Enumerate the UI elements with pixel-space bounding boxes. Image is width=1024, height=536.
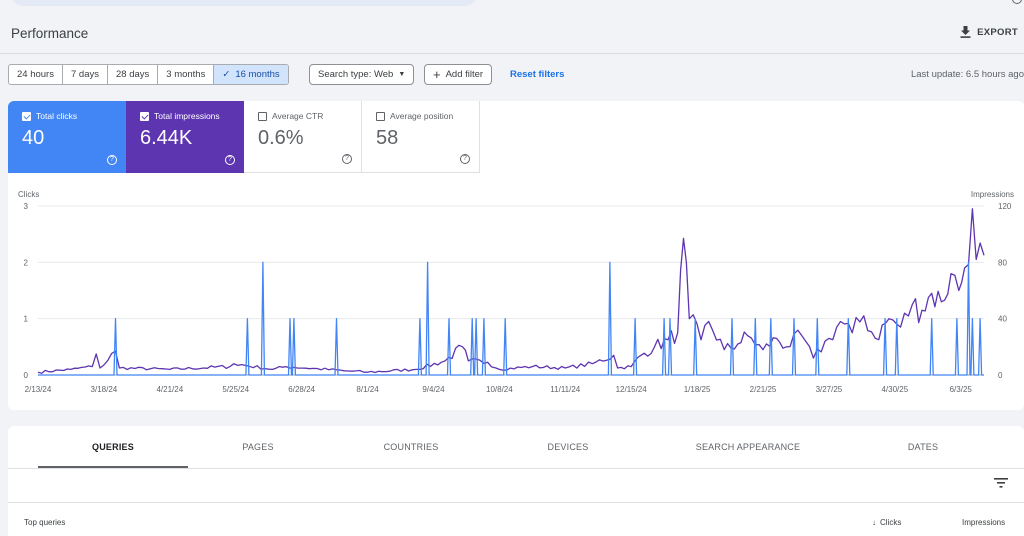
page-title: Performance (11, 26, 89, 41)
y-tick-right: 120 (998, 202, 1012, 211)
plus-icon: + (433, 67, 441, 82)
y-axis-label-left: Clicks (18, 190, 39, 199)
y-tick-right: 0 (998, 371, 1003, 380)
x-tick-label: 1/18/25 (684, 385, 711, 394)
metric-card-position[interactable]: Average position 58 ? (362, 101, 480, 173)
clicks-series-line (38, 261, 984, 376)
x-tick-label: 6/28/24 (288, 385, 315, 394)
search-type-label: Search type: Web (318, 69, 394, 80)
x-tick-label: 5/25/24 (222, 385, 249, 394)
metric-card-ctr[interactable]: Average CTR 0.6% ? (244, 101, 362, 173)
tab-countries[interactable]: COUNTRIES (383, 442, 439, 452)
export-label: EXPORT (977, 26, 1018, 38)
column-header-impressions[interactable]: Impressions (962, 518, 1006, 527)
download-icon (960, 26, 971, 38)
help-icon[interactable]: ? (342, 154, 352, 164)
metric-card-impressions[interactable]: Total impressions 6.44K ? (126, 101, 244, 173)
x-tick-label: 2/13/24 (25, 385, 52, 394)
metric-card-clicks[interactable]: Total clicks 40 ? (8, 101, 126, 173)
tab-queries[interactable]: QUERIES (38, 426, 188, 468)
help-icon[interactable]: ? (460, 154, 470, 164)
tab-dates[interactable]: DATES (907, 442, 939, 452)
sort-down-arrow-icon: ↓ (872, 518, 876, 527)
add-filter-label: Add filter (445, 69, 484, 80)
performance-panel: Total clicks 40 ? Total impressions 6.44… (8, 101, 1024, 410)
filter-rows-icon[interactable] (994, 478, 1008, 488)
last-update-text: Last update: 6.5 hours ago (910, 69, 1024, 80)
tabs-divider (8, 468, 1024, 469)
x-tick-label: 3/27/25 (816, 385, 843, 394)
metric-label: Average CTR (272, 111, 324, 121)
x-tick-label: 10/8/24 (486, 385, 513, 394)
checkbox-icon[interactable] (376, 111, 385, 121)
x-tick-label: 2/21/25 (750, 385, 777, 394)
checkbox-icon[interactable] (258, 111, 267, 121)
tab-search-appearance[interactable]: SEARCH APPEARANCE (695, 442, 801, 452)
column-header-clicks[interactable]: ↓ Clicks (872, 518, 901, 527)
range-28-days[interactable]: 28 days (108, 65, 159, 84)
x-tick-label: 4/30/25 (881, 385, 908, 394)
search-type-dropdown[interactable]: Search type: Web ▼ (309, 64, 415, 85)
x-tick-label: 4/21/24 (156, 385, 183, 394)
impressions-series-line (37, 208, 985, 374)
x-tick-label: 8/1/24 (356, 385, 379, 394)
range-16-months-label: 16 months (235, 69, 280, 80)
clicks-header-label: Clicks (880, 518, 902, 527)
range-7-days[interactable]: 7 days (63, 65, 108, 84)
y-tick-left: 0 (24, 371, 29, 380)
y-axis-label-right: Impressions (971, 190, 1014, 199)
table-divider (8, 502, 1024, 503)
y-tick-left: 2 (24, 258, 29, 267)
filter-bar: 24 hours 7 days 28 days 3 months ✓ 16 mon… (8, 64, 1024, 86)
metric-value: 0.6% (258, 127, 304, 149)
x-tick-label: 6/3/25 (950, 385, 973, 394)
tab-pages[interactable]: PAGES (242, 442, 274, 452)
y-tick-right: 40 (998, 315, 1007, 324)
metric-value: 6.44K (140, 127, 193, 149)
range-24-hours[interactable]: 24 hours (9, 65, 63, 84)
page-header: Performance EXPORT (0, 14, 1024, 54)
checkbox-icon[interactable] (140, 111, 149, 121)
metric-label: Average position (390, 111, 454, 121)
metric-label: Total clicks (36, 111, 78, 121)
dropdown-arrow-icon: ▼ (398, 71, 406, 78)
report-tabs-panel: QUERIES PAGES COUNTRIES DEVICES SEARCH A… (8, 426, 1024, 536)
top-strip (0, 0, 1024, 10)
y-tick-left: 1 (24, 315, 29, 324)
metric-value: 58 (376, 127, 399, 149)
metric-value: 40 (22, 127, 45, 149)
export-button[interactable]: EXPORT (960, 26, 1018, 38)
range-3-months[interactable]: 3 months (158, 65, 215, 84)
y-tick-left: 3 (24, 202, 29, 211)
help-icon[interactable]: ? (107, 155, 117, 165)
help-icon[interactable]: ? (225, 155, 235, 165)
y-tick-right: 80 (998, 258, 1007, 267)
check-icon: ✓ (222, 69, 231, 80)
tab-devices[interactable]: DEVICES (547, 442, 589, 452)
x-tick-label: 3/18/24 (91, 385, 118, 394)
x-tick-label: 9/4/24 (422, 385, 445, 394)
add-filter-button[interactable]: + Add filter (424, 64, 493, 85)
metric-label: Total impressions (154, 111, 220, 121)
performance-chart: 0 1 2 3 0 40 80 120 Clicks Impressions 2/13/24 3/18… (18, 190, 1014, 394)
settings-icon[interactable] (1012, 0, 1022, 4)
range-16-months[interactable]: ✓ 16 months (214, 65, 288, 84)
x-tick-label: 11/11/24 (550, 385, 581, 394)
search-bar[interactable] (10, 0, 478, 6)
column-header-top-queries[interactable]: Top queries (24, 518, 66, 527)
x-tick-label: 12/15/24 (616, 385, 648, 394)
checkbox-icon[interactable] (22, 111, 31, 121)
date-range-selector: 24 hours 7 days 28 days 3 months ✓ 16 mon… (8, 64, 289, 85)
reset-filters-link[interactable]: Reset filters (510, 69, 565, 80)
